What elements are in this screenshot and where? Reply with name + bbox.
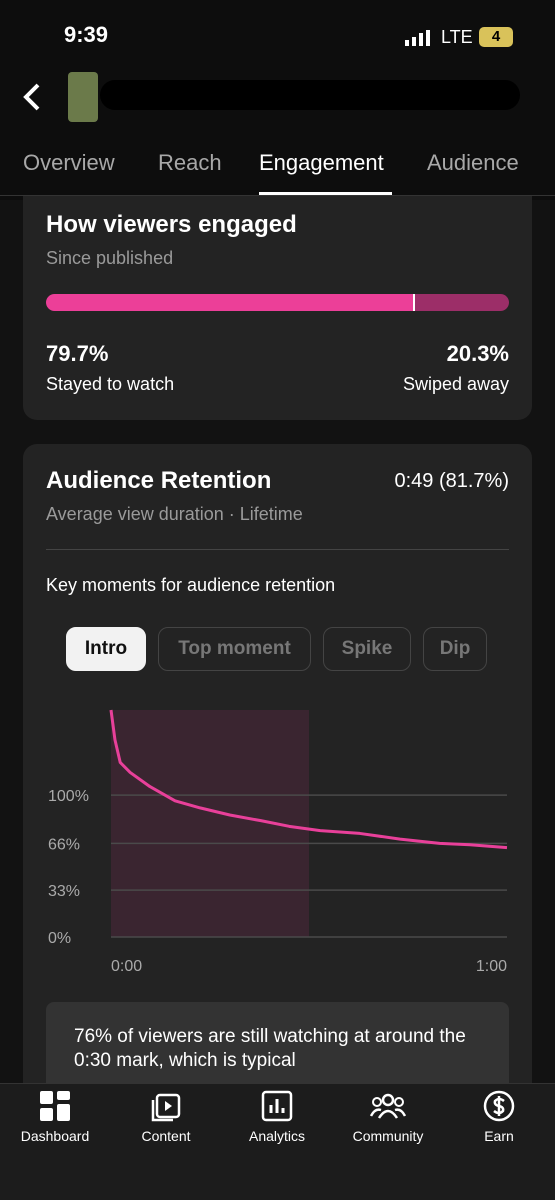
retention-line <box>109 709 508 850</box>
card-title: Audience Retention <box>46 467 272 494</box>
status-network: LTE <box>441 27 473 47</box>
swiped-label: Swiped away <box>402 374 509 394</box>
note-text: 76% of viewers are still watching at aro… <box>74 1026 466 1071</box>
stayed-value: 79.7% <box>46 341 109 366</box>
redacted-title <box>100 80 520 110</box>
nav-label: Dashboard <box>20 1128 90 1144</box>
nav-label: Earn <box>484 1128 514 1144</box>
divider <box>0 195 555 196</box>
nav-label: Content <box>141 1128 191 1144</box>
x-tick-label: 0:00 <box>111 958 142 975</box>
status-battery: 4 <box>479 27 513 47</box>
tab-active[interactable]: Engagement <box>259 150 384 175</box>
nav-icon <box>261 1090 293 1122</box>
tab-indicator <box>259 192 392 195</box>
signal-icon <box>405 30 430 46</box>
nav-dashboard[interactable]: Dashboard <box>0 1090 110 1144</box>
nav-analytics[interactable]: Analytics <box>222 1090 332 1144</box>
engagement-segment <box>415 294 509 311</box>
engagement-bar <box>46 294 509 311</box>
retention-chart: 0% 33% 66% 100% 0:00 1:00 <box>48 709 508 975</box>
y-tick-label: 66% <box>48 836 80 853</box>
moment-button[interactable]: Spike <box>323 627 411 671</box>
tab[interactable]: Overview <box>23 150 115 175</box>
nav-icon <box>483 1090 515 1122</box>
stayed-label: Stayed to watch <box>46 374 175 394</box>
moment-button[interactable]: Top moment <box>158 627 311 671</box>
engagement-segment <box>46 294 416 311</box>
swiped-value: 20.3% <box>446 341 509 366</box>
nav-label: Analytics <box>248 1128 306 1144</box>
card-subtitle: Since published <box>46 248 174 268</box>
y-tick-label: 33% <box>48 883 80 900</box>
status-time: 9:39 <box>64 22 109 47</box>
key-moments-title: Key moments for audience retention <box>46 575 336 595</box>
nav-earn[interactable]: Earn <box>444 1090 554 1144</box>
card-title: How viewers engaged <box>46 211 297 238</box>
divider <box>46 549 509 550</box>
nav-content[interactable]: Content <box>111 1090 221 1144</box>
tab[interactable]: Reach <box>158 150 222 175</box>
moment-button[interactable]: Dip <box>423 627 487 671</box>
nav-community[interactable]: Community <box>333 1090 443 1144</box>
nav-icon <box>40 1091 70 1121</box>
video-thumbnail <box>68 72 98 122</box>
card-subtitle: Average view duration · Lifetime <box>46 504 303 524</box>
nav-icon <box>370 1093 406 1119</box>
tab[interactable]: Audience <box>427 150 519 175</box>
nav-icon <box>151 1093 181 1122</box>
moment-button-active[interactable]: Intro <box>66 627 146 671</box>
y-tick-label: 100% <box>48 788 89 805</box>
back-button[interactable] <box>20 82 44 112</box>
nav-label: Community <box>352 1128 424 1144</box>
x-tick-label: 1:00 <box>476 958 507 975</box>
retention-summary: 0:49 (81.7%) <box>394 470 509 492</box>
y-tick-label: 0% <box>48 930 71 947</box>
